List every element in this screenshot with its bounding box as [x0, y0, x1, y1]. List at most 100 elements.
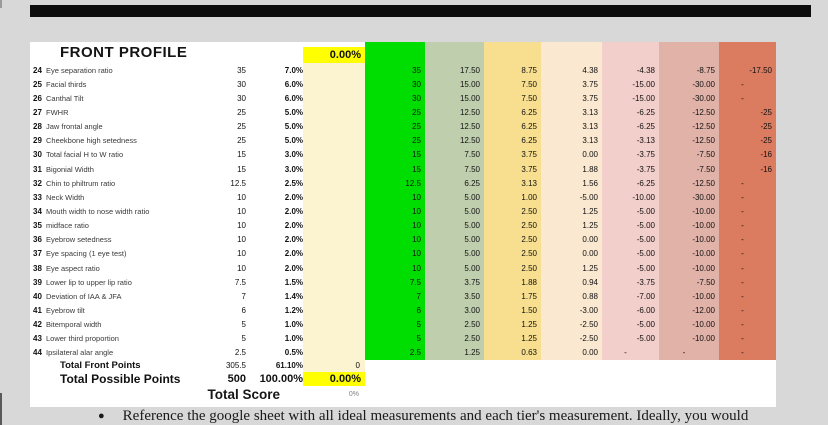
total-possible-score-cell[interactable]: 0.00%	[303, 371, 365, 386]
total-front-score-cell: 0	[303, 359, 365, 372]
tier-cell: 1.00	[484, 190, 541, 205]
sheet-row: 44 Ipsilateral alar angle 2.5 0.5% 2.5 1.25 0.…	[30, 345, 776, 360]
tier-cell: 1.56	[541, 176, 602, 191]
tier-cell: -	[719, 317, 776, 332]
tier-cell: -	[719, 190, 776, 205]
row-label: FWHR	[46, 107, 69, 117]
row-points: 10	[237, 206, 246, 216]
tier-cell: 3.75	[425, 275, 484, 290]
row-percent: 3.0%	[284, 164, 303, 174]
tier-cell: 25	[365, 119, 425, 134]
tier-cell: -10.00	[659, 246, 719, 261]
tier-cell: -3.75	[602, 147, 659, 162]
tier-cell: 10	[365, 190, 425, 205]
tier-cell: -10.00	[659, 260, 719, 276]
total-front-points-row: Total Front Points 305.5 61.10% 0	[30, 359, 776, 372]
tier-cell: 7	[365, 289, 425, 304]
row-points: 25	[237, 107, 246, 117]
tier-cell: -	[719, 275, 776, 290]
page-edge-mark-top	[0, 0, 2, 8]
tier-cell: 2.50	[484, 204, 541, 219]
tier-cell: -25	[719, 119, 776, 134]
tier-cell: 3.00	[425, 303, 484, 318]
tier-cell: -16	[719, 147, 776, 162]
row-points: 10	[237, 235, 246, 245]
tier-cell: -10.00	[659, 317, 719, 332]
row-number: 32	[33, 178, 42, 188]
row-score-cell	[303, 331, 365, 346]
row-number: 30	[33, 150, 42, 160]
row-score-cell	[303, 317, 365, 332]
sheet-row: 29 Cheekbone high setedness 25 5.0% 25 12.50 6…	[30, 133, 776, 148]
tier-cell: -25	[719, 105, 776, 120]
front-profile-score-cell[interactable]: 0.00%	[303, 42, 365, 63]
tier-cell: -	[719, 289, 776, 304]
document-bullet-line: ● Reference the google sheet with all id…	[98, 408, 810, 425]
row-score-cell	[303, 147, 365, 162]
tier-cell: -17.50	[719, 63, 776, 78]
row-label: Eye spacing (1 eye test)	[46, 249, 127, 259]
row-percent: 6.0%	[284, 93, 303, 103]
tier-cell: -12.50	[659, 105, 719, 120]
row-percent: 5.0%	[284, 122, 303, 132]
tier-cell: -6.25	[602, 105, 659, 120]
row-percent: 0.5%	[284, 348, 303, 358]
tier-cell: 0.00	[541, 345, 602, 360]
row-number: 44	[33, 348, 42, 358]
document-bullet-text: Reference the google sheet with all idea…	[122, 408, 749, 424]
sheet-row: 26 Canthal Tilt 30 6.0% 30 15.00 7.50 3.75 -15.0…	[30, 91, 776, 106]
row-score-cell	[303, 232, 365, 247]
tier-cell: 3.75	[484, 147, 541, 162]
tier-cell: 5.00	[425, 204, 484, 219]
row-points: 30	[237, 93, 246, 103]
row-label: Mouth width to nose width ratio	[46, 206, 150, 216]
row-percent: 2.0%	[284, 249, 303, 259]
total-front-points-label: Total Front Points	[60, 360, 141, 372]
sheet-row: 38 Eye aspect ratio 10 2.0% 10 5.00 2.50 1.25 -5…	[30, 260, 776, 276]
sheet-header-row: FRONT PROFILE 0.00%	[30, 42, 776, 63]
row-points: 7	[241, 291, 246, 301]
row-label: Ipsilateral alar angle	[46, 348, 114, 358]
tier-cell: 5	[365, 331, 425, 346]
tier-cell: 10	[365, 232, 425, 247]
tier-header-cell	[602, 42, 659, 63]
row-score-cell	[303, 190, 365, 205]
row-percent: 2.0%	[284, 192, 303, 202]
row-number: 42	[33, 320, 42, 330]
row-label: Lower lip to upper lip ratio	[46, 277, 132, 287]
tier-cell: 1.25	[541, 204, 602, 219]
tier-cell: 6.25	[484, 105, 541, 120]
tier-cell: 7.50	[425, 161, 484, 177]
row-points: 35	[237, 65, 246, 75]
tier-header-cell	[719, 42, 776, 63]
tier-cell: -5.00	[602, 232, 659, 247]
tier-cell: 3.75	[541, 77, 602, 92]
row-number: 38	[33, 263, 42, 273]
tier-cell: 5.00	[425, 232, 484, 247]
row-number: 28	[33, 122, 42, 132]
tier-cell: 15	[365, 161, 425, 177]
tier-cell: 0.63	[484, 345, 541, 360]
row-number: 41	[33, 305, 42, 315]
row-points: 5	[241, 334, 246, 344]
tier-cell: 3.13	[541, 105, 602, 120]
tier-cell: 5.00	[425, 260, 484, 276]
row-points: 30	[237, 79, 246, 89]
tier-cell: -	[719, 246, 776, 261]
tier-cell: -10.00	[602, 190, 659, 205]
tier-cell: 6.25	[484, 133, 541, 148]
page-edge-mark-bottom	[0, 393, 2, 425]
tier-cell: 7.50	[425, 147, 484, 162]
row-label: Facial thirds	[46, 79, 87, 89]
row-label: Bigonial Width	[46, 164, 94, 174]
row-label: Neck Width	[46, 192, 85, 202]
row-number: 35	[33, 221, 42, 231]
front-profile-score-value: 0.00%	[303, 47, 365, 63]
tier-cell: 6.25	[484, 119, 541, 134]
row-score-cell	[303, 345, 365, 360]
tier-cell: -5.00	[541, 190, 602, 205]
tier-cell: 10	[365, 204, 425, 219]
row-label: Bitemporal width	[46, 320, 102, 330]
tier-cell: -6.25	[602, 119, 659, 134]
tier-cell: 35	[365, 63, 425, 78]
